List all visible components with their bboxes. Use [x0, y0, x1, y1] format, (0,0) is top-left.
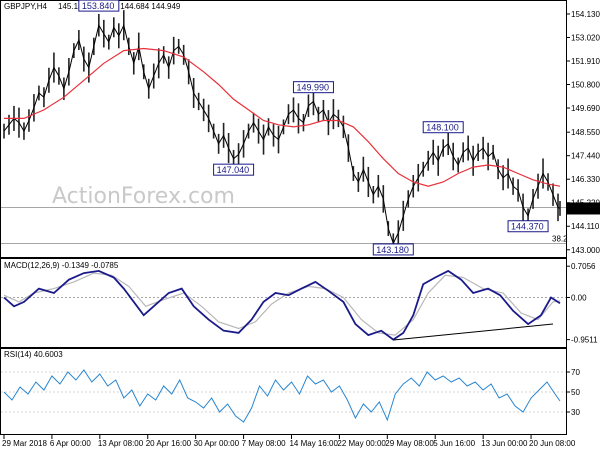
x-tick-label: 29 May 08:00	[385, 439, 434, 448]
main-y-tick-label: 151.910	[571, 57, 600, 66]
price-annotation-box	[422, 121, 464, 134]
x-axis: 29 Mar 2018 6 Apr 00:00 13 Apr 08:00 20 Apr…	[2, 435, 576, 448]
macd-y-tick-label: 0.00	[571, 293, 587, 302]
price-annotation-box	[372, 243, 414, 256]
price-annotation-label: 143.180	[376, 245, 409, 255]
x-tick-label: 6 Apr 00:00	[50, 439, 91, 448]
fib-label: 38.2	[552, 234, 568, 243]
price-annotation-label: 149.990	[296, 83, 329, 93]
rsi-y-tick-label: 70	[571, 368, 580, 377]
price-annotation-label: 148.100	[426, 123, 459, 133]
current-price-tag	[567, 202, 600, 215]
main-header-symbol: GBPJPY,H4	[4, 2, 48, 11]
main-y-tick-label: 144.110	[571, 222, 600, 231]
price-line	[3, 23, 561, 245]
rsi-header: RSI(14) 40.6003	[4, 350, 63, 359]
current-price-label: 144.949	[569, 204, 598, 213]
price-chart: 38.2 154.130 153.020 151.910 150.800 149.690 1…	[1, 0, 600, 256]
price-annotation-box	[213, 163, 255, 176]
rsi-y-tick-label: 30	[571, 408, 580, 417]
x-tick-label: 13 Apr 08:00	[98, 439, 144, 448]
main-y-tick-label: 143.000	[571, 246, 600, 255]
macd-header: MACD(12,26,9) -0.1349 -0.0785	[4, 261, 119, 270]
x-tick-label: 5 Jun 16:00	[433, 439, 475, 448]
x-tick-label: 14 May 16:00	[289, 439, 338, 448]
main-y-tick-label: 148.550	[571, 128, 600, 137]
price-annotation-label: 147.040	[217, 165, 250, 175]
main-y-tick-label: 147.440	[571, 152, 600, 161]
main-y-tick-label: 146.330	[571, 175, 600, 184]
x-tick-label: 20 Jun 08:00	[529, 439, 576, 448]
macd-signal-line	[3, 272, 561, 336]
macd-y-tick-label: 0.7056	[571, 262, 596, 271]
macd-y-tick-label: -0.9511	[571, 336, 598, 345]
x-tick-label: 22 May 00:00	[337, 439, 386, 448]
main-y-tick-label: 149.690	[571, 104, 600, 113]
rsi-line	[3, 369, 561, 423]
price-annotation-box	[292, 81, 334, 94]
rsi-chart: 70 50 30	[1, 368, 580, 423]
rsi-panel-frame	[0, 348, 567, 435]
price-annotation-box	[78, 0, 120, 12]
x-tick-label: 29 Mar 2018	[2, 439, 47, 448]
main-header-ohlc: 145.180 145.300 144.684 144.949	[58, 2, 181, 11]
main-y-tick-label: 150.800	[571, 81, 600, 90]
price-annotation-box	[507, 220, 549, 233]
x-tick-label: 13 Jun 00:00	[481, 439, 528, 448]
main-y-tick-label: 153.020	[571, 33, 600, 42]
x-tick-label: 7 May 08:00	[242, 439, 287, 448]
x-tick-label: 20 Apr 16:00	[146, 439, 192, 448]
macd-chart: 0.7056 0.00 -0.9511	[1, 262, 598, 345]
rsi-y-tick-label: 50	[571, 388, 580, 397]
watermark: ActionForex.com	[52, 184, 235, 209]
x-tick-label: 30 Apr 00:00	[194, 439, 240, 448]
moving-average-line	[4, 47, 561, 187]
price-annotation-label: 153.840	[82, 1, 115, 11]
macd-divergence-trendline	[393, 323, 554, 341]
macd-line	[3, 269, 561, 341]
main-y-tick-label: 154.130	[571, 10, 600, 19]
macd-panel-frame	[0, 258, 567, 348]
price-annotation-label: 144.370	[511, 222, 544, 232]
